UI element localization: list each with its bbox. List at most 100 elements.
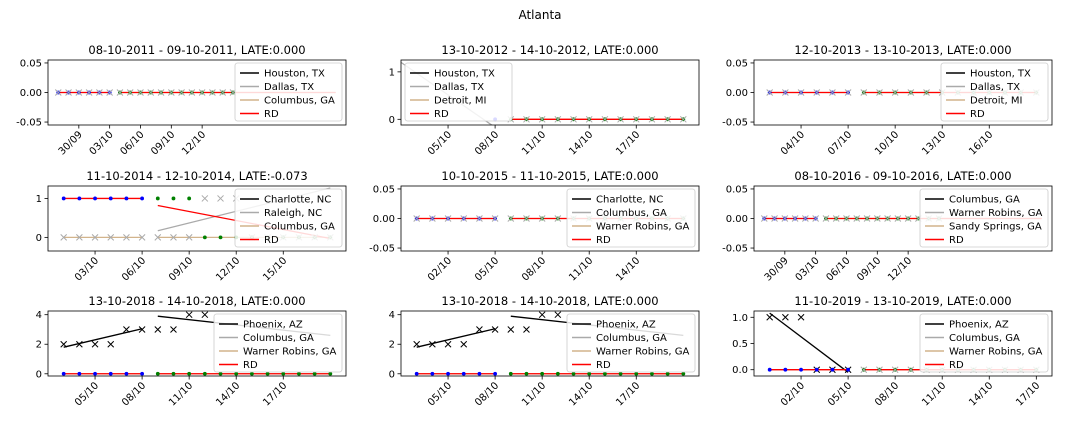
legend-label: Columbus, GA	[596, 208, 667, 219]
x-tick-label: 17/10	[614, 129, 642, 157]
axes-frame	[753, 185, 1053, 252]
legend-label: RD	[596, 235, 611, 246]
data-point-x	[876, 366, 883, 374]
legend-label: Houston, TX	[970, 69, 1031, 80]
x-tick-label: 17/10	[614, 380, 642, 408]
data-point-dot	[783, 367, 788, 372]
data-point-dot	[155, 371, 160, 376]
subplot-title: 13-10-2018 - 14-10-2018, LATE:0.000	[441, 294, 658, 308]
subplot-6: 08-10-2016 - 09-10-2016, LATE:0.000 0.05 0…	[722, 169, 1053, 284]
data-point-x	[760, 215, 768, 222]
y-tick-label: 0.00	[726, 214, 748, 225]
data-point-x	[75, 89, 83, 96]
data-point-x	[907, 89, 915, 96]
x-tick-label: 09/10	[149, 129, 177, 157]
data-point-dot	[93, 371, 97, 376]
y-tick-label: -0.05	[722, 244, 748, 255]
y-tick-label: 0	[389, 115, 395, 126]
legend-box	[566, 188, 696, 248]
legend: Columbus, GA Warner Robins, GA Sandy Sprin…	[919, 188, 1049, 248]
legend: Phoenix, AZ Columbus, GA Warner Robins, GA…	[566, 313, 696, 373]
data-point-dot	[140, 196, 145, 201]
legend-label: Phoenix, AZ	[243, 320, 303, 331]
data-point-x	[781, 215, 789, 222]
data-point-x	[167, 89, 175, 96]
data-point-x	[923, 89, 930, 96]
data-point-dot	[202, 371, 207, 376]
data-point-dot	[508, 371, 513, 376]
legend-label: RD	[264, 235, 279, 246]
data-point-dot	[108, 371, 113, 376]
x-tick-label: 08/10	[473, 380, 501, 408]
y-tick-label: 0	[36, 369, 42, 380]
data-point-x	[797, 313, 805, 321]
legend-box	[566, 313, 696, 373]
legend-label: Columbus, GA	[264, 96, 335, 107]
y-tick-label: 0.00	[726, 88, 748, 99]
x-tick-label: 05/10	[826, 380, 854, 408]
x-tick-label: 17/10	[1014, 380, 1042, 408]
x-tick-label: 07/10	[826, 129, 854, 157]
y-tick-label: 0.00	[373, 214, 395, 225]
data-point-x	[91, 234, 99, 241]
data-point-x	[460, 340, 468, 348]
data-point-x	[843, 215, 850, 222]
x-tick-label: 08/10	[473, 129, 501, 157]
legend-box	[234, 62, 343, 122]
x-tick-label: 10/10	[873, 129, 901, 157]
data-point-x	[429, 340, 436, 348]
subplot-7: 13-10-2018 - 14-10-2018, LATE:0.000 4 2 0 05…	[36, 294, 347, 409]
y-tick-label: 1	[389, 67, 395, 78]
data-point-dot	[634, 371, 639, 376]
data-point-dot	[799, 367, 803, 372]
y-tick-label: 2	[36, 340, 42, 351]
data-point-x	[444, 215, 452, 222]
y-tick-label: 0	[36, 233, 42, 244]
data-point-dot	[187, 371, 192, 376]
subplot-8: 13-10-2018 - 14-10-2018, LATE:0.000 4 2 0 05…	[389, 294, 700, 409]
y-tick-label: 0.5	[732, 339, 748, 350]
data-point-x	[554, 115, 562, 123]
legend-label: RD	[949, 235, 964, 246]
subplot-title: 11-10-2019 - 13-10-2019, LATE:0.000	[794, 294, 1011, 308]
data-point-dot	[446, 371, 450, 376]
data-point-x	[507, 326, 515, 333]
data-point-x	[904, 215, 912, 222]
legend-label: RD	[596, 360, 611, 371]
x-tick-label: 17/10	[261, 380, 289, 408]
data-point-x	[106, 89, 114, 96]
data-point-x	[476, 215, 483, 222]
legend-label: Dallas, TX	[264, 82, 314, 93]
x-tick-label: 14/10	[967, 380, 995, 408]
data-point-dot	[571, 371, 576, 376]
data-point-x	[76, 234, 83, 241]
data-point-x	[523, 326, 530, 333]
x-tick-label: 11/10	[520, 129, 548, 157]
x-tick-label: 14/10	[214, 380, 242, 408]
data-point-dot	[587, 371, 592, 376]
legend-label: RD	[970, 109, 985, 120]
x-tick-label: 05/10	[73, 380, 101, 408]
subplot-title: 08-10-2011 - 09-10-2011, LATE:0.000	[88, 43, 305, 57]
data-point-dot	[297, 371, 301, 376]
data-point-x	[126, 89, 134, 96]
panels: 08-10-2011 - 09-10-2011, LATE:0.0000.050…	[16, 43, 1053, 409]
data-point-dot	[665, 371, 670, 376]
axes-frame	[47, 59, 347, 126]
legend-box	[919, 188, 1049, 248]
data-point-dot	[249, 371, 254, 376]
data-point-x	[209, 89, 216, 96]
legend-label: RD	[434, 109, 449, 120]
subplot-title: 12-10-2013 - 13-10-2013, LATE:0.000	[794, 43, 1011, 57]
data-point-dot	[767, 367, 772, 372]
data-point-x	[157, 89, 165, 96]
legend-label: Columbus, GA	[949, 333, 1020, 344]
legend-box	[919, 313, 1049, 373]
x-tick-label: 09/10	[167, 255, 195, 283]
axes-frame	[753, 59, 1053, 126]
data-point-dot	[218, 235, 223, 240]
data-point-dot	[328, 371, 333, 376]
legend: Houston, TX Dallas, TX Detroit, MI RD	[404, 62, 513, 122]
data-point-dot	[814, 367, 819, 372]
data-point-x	[217, 195, 224, 202]
